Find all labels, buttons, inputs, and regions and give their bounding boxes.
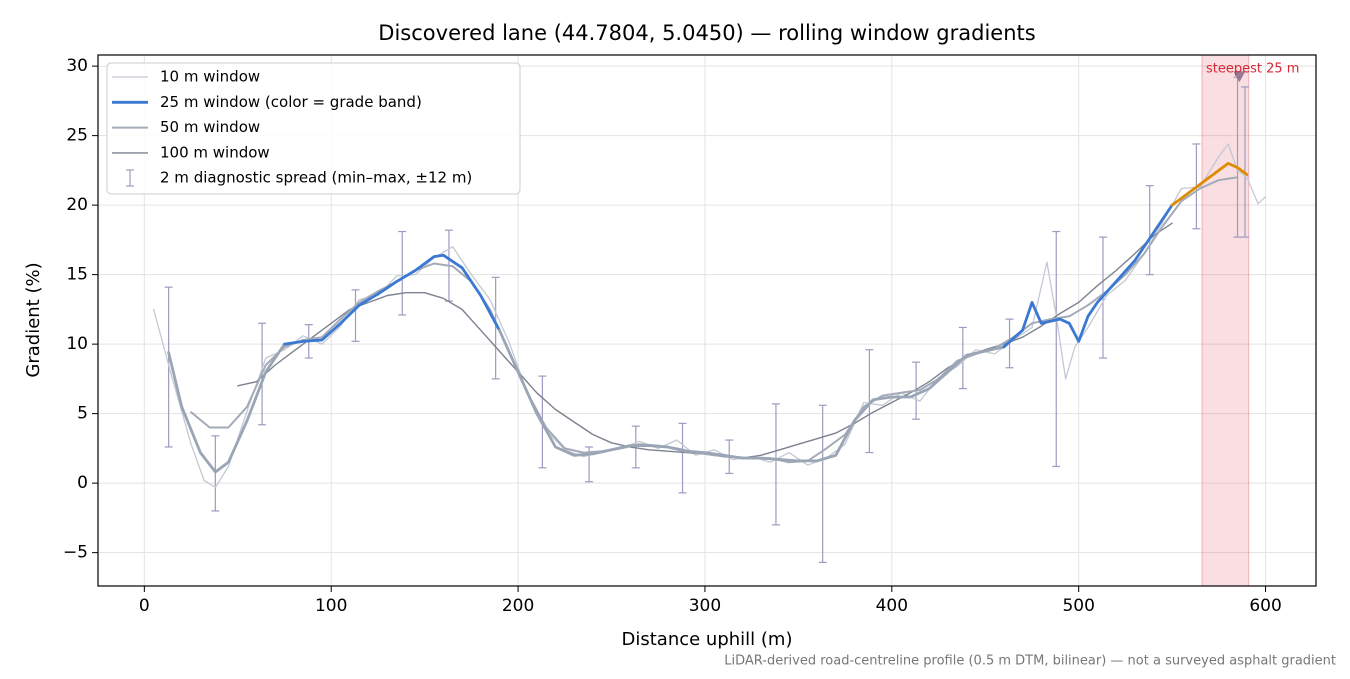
y-tick-label: 10 <box>66 334 88 354</box>
x-tick-label: 300 <box>689 596 721 616</box>
steepest-label: steepest 25 m <box>1206 62 1299 77</box>
x-tick-label: 600 <box>1249 596 1281 616</box>
plot-frame <box>97 54 1317 587</box>
x-tick-label: 100 <box>315 596 347 616</box>
y-tick-label: 0 <box>77 473 88 493</box>
y-tick-label: 5 <box>77 404 88 424</box>
series-line <box>498 328 1006 463</box>
y-tick-label: 20 <box>66 195 88 215</box>
steepest-marker <box>1233 71 1246 83</box>
series-line <box>283 253 501 346</box>
series-line <box>1002 203 1174 349</box>
series-line <box>1170 162 1249 207</box>
y-tick-label: −5 <box>63 543 88 563</box>
series-line <box>153 143 1267 488</box>
x-axis-label: Distance uphill (m) <box>622 629 793 650</box>
legend-label: 2 m diagnostic spread (min–max, ±12 m) <box>160 169 472 187</box>
x-tick-label: 500 <box>1062 596 1094 616</box>
legend-label: 100 m window <box>160 143 270 161</box>
x-tick-label: 200 <box>502 596 534 616</box>
series-line <box>167 342 286 474</box>
chart-title: Discovered lane (44.7804, 5.0450) — roll… <box>378 21 1035 45</box>
x-tick-label: 0 <box>139 596 150 616</box>
y-axis-label: Gradient (%) <box>23 262 44 377</box>
legend-label: 10 m window <box>160 68 260 86</box>
series-line <box>190 176 1239 464</box>
y-tick-label: 15 <box>66 265 88 285</box>
y-tick-label: 25 <box>66 126 88 146</box>
x-tick-label: 400 <box>876 596 908 616</box>
legend-box <box>106 62 521 195</box>
legend-label: 25 m window (color = grade band) <box>160 93 422 111</box>
y-tick-label: 30 <box>66 56 88 76</box>
legend: 10 m window 25 m window (color = grade ba… <box>106 62 521 195</box>
steepest-band <box>1201 54 1250 587</box>
legend-label: 50 m window <box>160 118 260 136</box>
footnote: LiDAR-derived road-centreline profile (0… <box>724 654 1336 669</box>
